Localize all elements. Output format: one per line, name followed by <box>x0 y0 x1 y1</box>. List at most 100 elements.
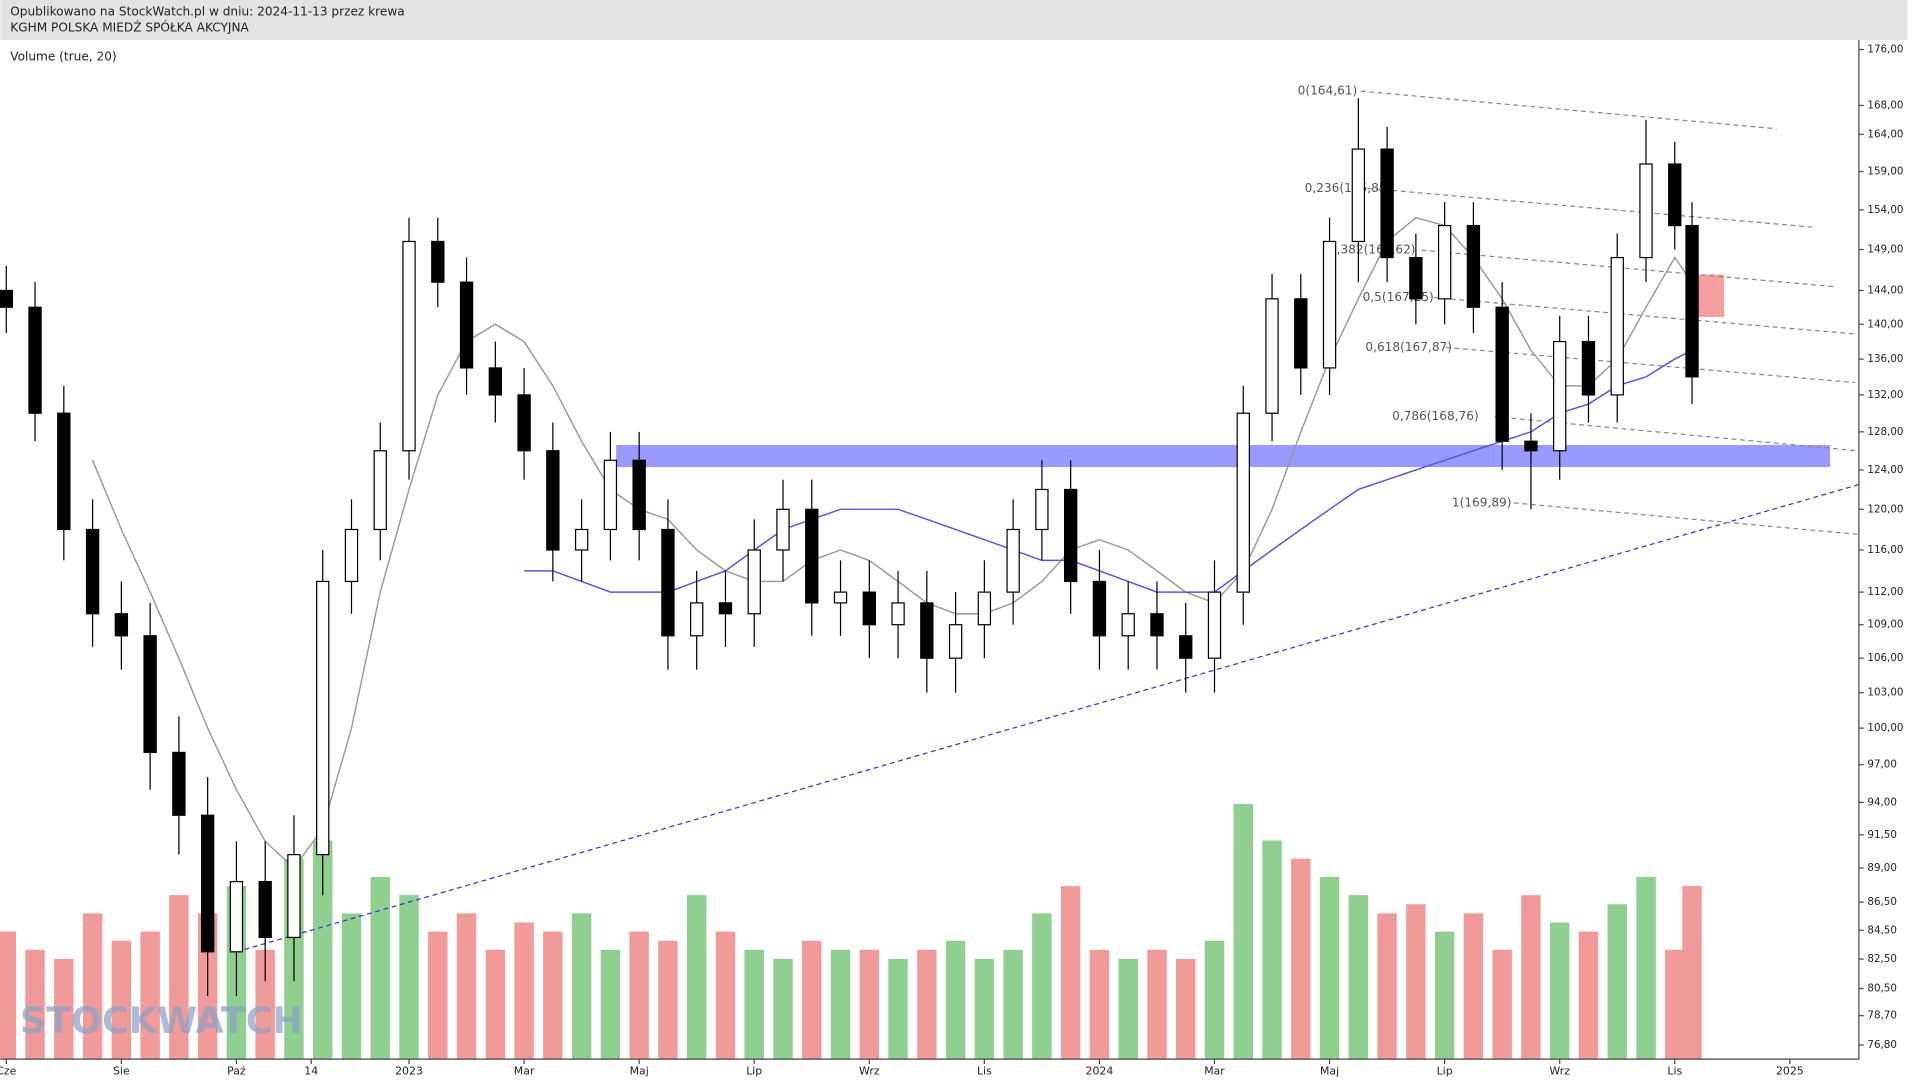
x-tick-label: 2024 <box>1086 1064 1114 1077</box>
volume-bar <box>82 913 103 1060</box>
y-tick-label: 140,00 <box>1867 318 1903 330</box>
candle-body <box>603 459 618 531</box>
y-tick-label: 91,50 <box>1867 829 1897 841</box>
candle-body <box>258 880 272 939</box>
x-tick-label: 2023 <box>395 1064 423 1077</box>
y-tick-label: 136,00 <box>1867 353 1903 365</box>
candle-body <box>546 450 560 551</box>
y-tick-label: 128,00 <box>1867 426 1903 438</box>
fib-label: 1(169,89) <box>1452 495 1512 509</box>
volume-bar <box>686 895 707 1060</box>
candle-body <box>172 751 186 816</box>
fib-label: 0,236(165,85) <box>1305 181 1392 195</box>
support-zone <box>616 445 1831 468</box>
y-tick-label: 89,00 <box>1867 862 1897 874</box>
candle-body <box>459 281 474 369</box>
y-tick-label: 100,00 <box>1867 722 1903 734</box>
x-tick-label: Maj <box>630 1064 649 1077</box>
x-tick-label: Wrz <box>1549 1064 1570 1077</box>
volume-bar <box>111 940 132 1060</box>
volume-bar <box>715 931 736 1060</box>
published-note: Opublikowano na StockWatch.pl w dniu: 20… <box>10 5 404 19</box>
candle-body <box>1639 163 1653 259</box>
candle-body <box>488 367 503 396</box>
candle-body <box>1006 528 1020 593</box>
candle-body <box>1668 163 1682 227</box>
candle-body <box>1610 256 1624 396</box>
volume-bar <box>1204 940 1225 1060</box>
y-tick-label: 109,00 <box>1867 619 1903 631</box>
y-tick-label: 103,00 <box>1867 687 1903 699</box>
x-tick-label: Maj <box>1320 1064 1339 1077</box>
fib-line <box>1513 502 1859 536</box>
candle-body <box>431 240 445 283</box>
candle-body <box>1150 613 1164 637</box>
candle-body <box>632 459 646 531</box>
candle-body <box>0 289 13 308</box>
volume-bar <box>1463 913 1484 1060</box>
candle-body <box>833 591 848 604</box>
y-tick-label: 149,00 <box>1867 243 1903 255</box>
volume-bar <box>888 958 908 1060</box>
y-tick-label: 112,00 <box>1867 586 1903 598</box>
candle-body <box>143 635 157 754</box>
candle-body <box>661 528 675 637</box>
candle-body <box>1121 613 1135 637</box>
volume-bar <box>255 949 275 1060</box>
x-tick-label: Paź <box>227 1064 246 1077</box>
volume-bar <box>370 876 390 1060</box>
volume-bar <box>543 931 563 1060</box>
candle-body <box>517 394 531 452</box>
volume-bar <box>859 949 880 1060</box>
volume-bar <box>1665 949 1685 1060</box>
volume-bar <box>629 931 649 1060</box>
volume-bar <box>974 958 995 1060</box>
volume-bar <box>1032 913 1052 1060</box>
candle-body <box>1179 635 1193 659</box>
y-tick-label: 154,00 <box>1867 204 1903 216</box>
volume-bar <box>1262 840 1282 1060</box>
volume-bar <box>1060 886 1081 1060</box>
candle-body <box>114 613 129 637</box>
fib-label: 0(164,61) <box>1298 84 1358 98</box>
volume-bar <box>1233 804 1253 1060</box>
y-tick-label: 159,00 <box>1867 166 1903 178</box>
y-tick-label: 144,00 <box>1867 284 1903 296</box>
candle-body <box>690 602 704 637</box>
volume-bar <box>744 949 764 1060</box>
candle-body <box>28 306 42 414</box>
volume-bar <box>1682 886 1702 1060</box>
candle-body <box>805 508 819 604</box>
volume-bar <box>1549 922 1570 1060</box>
volume-bar <box>658 940 678 1060</box>
volume-bar <box>1377 913 1397 1060</box>
candle-body <box>316 580 330 856</box>
candle-body <box>1409 256 1423 300</box>
candle-body <box>1524 440 1538 452</box>
y-tick-label: 80,50 <box>1867 983 1897 995</box>
candle-body <box>373 450 387 531</box>
fib-label: 0,618(167,87) <box>1365 340 1452 354</box>
candle-body <box>891 602 905 626</box>
candle-body <box>85 528 100 615</box>
y-tick-label: 168,00 <box>1867 99 1903 111</box>
y-tick-label: 84,50 <box>1867 924 1897 936</box>
candle-body <box>229 880 244 953</box>
y-tick-label: 176,00 <box>1867 44 1903 56</box>
volume-bar <box>571 913 592 1060</box>
y-tick-label: 164,00 <box>1867 128 1903 140</box>
volume-bar <box>1089 949 1110 1060</box>
candle-body <box>1035 488 1049 531</box>
volume-bar <box>485 949 506 1060</box>
x-tick-label: Lip <box>746 1064 762 1077</box>
volume-bar <box>1492 949 1512 1060</box>
y-tick-label: 106,00 <box>1867 652 1903 664</box>
x-tick-label: Lis <box>977 1064 992 1077</box>
x-tick-label: 2025 <box>1776 1064 1804 1077</box>
volume-bar <box>140 931 160 1060</box>
candle-body <box>200 814 215 953</box>
volume-bar <box>1348 895 1369 1060</box>
fib-label: 0,382(166,62) <box>1329 243 1416 257</box>
